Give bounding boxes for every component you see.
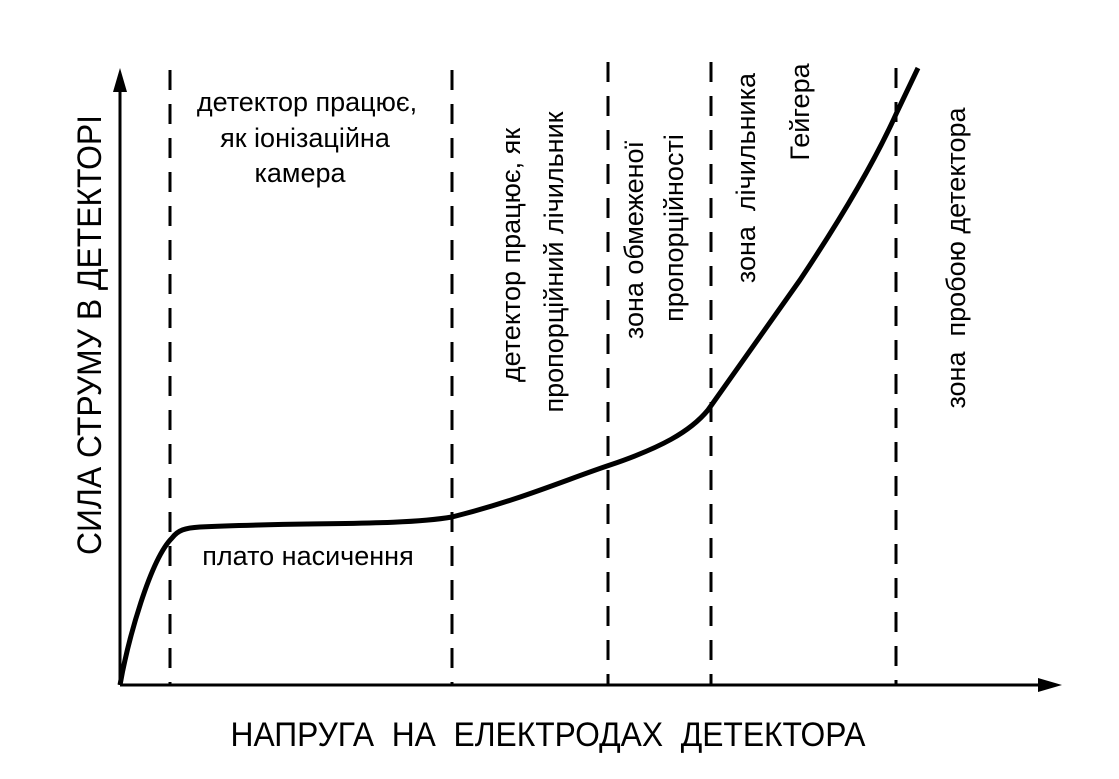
plateau-label: плато насичення: [202, 541, 413, 571]
zone-label: зона обмеженої: [619, 140, 649, 339]
zone-label: детектор працює,: [197, 87, 417, 117]
zone-label: детектор працює, як: [496, 128, 526, 382]
zone-label: Гейгера: [785, 62, 815, 160]
current-curve: [117, 66, 921, 686]
y-axis-label: СИЛА СТРУМУ В ДЕТЕКТОРІ: [71, 115, 109, 555]
x-arrow: [1038, 678, 1062, 692]
zone-label: пропорційний лічильник: [539, 111, 569, 412]
zone-label: зона лічильника: [731, 72, 761, 283]
zone-label: камера: [254, 158, 346, 188]
y-arrow: [113, 68, 127, 92]
zone-label: пропорційності: [659, 134, 689, 322]
zone-label: зона пробою детектора: [941, 106, 971, 408]
zone-label: як іонізаційна: [220, 123, 391, 153]
x-axis-label: НАПРУГА НА ЕЛЕКТРОДАХ ДЕТЕКТОРА: [231, 716, 866, 754]
